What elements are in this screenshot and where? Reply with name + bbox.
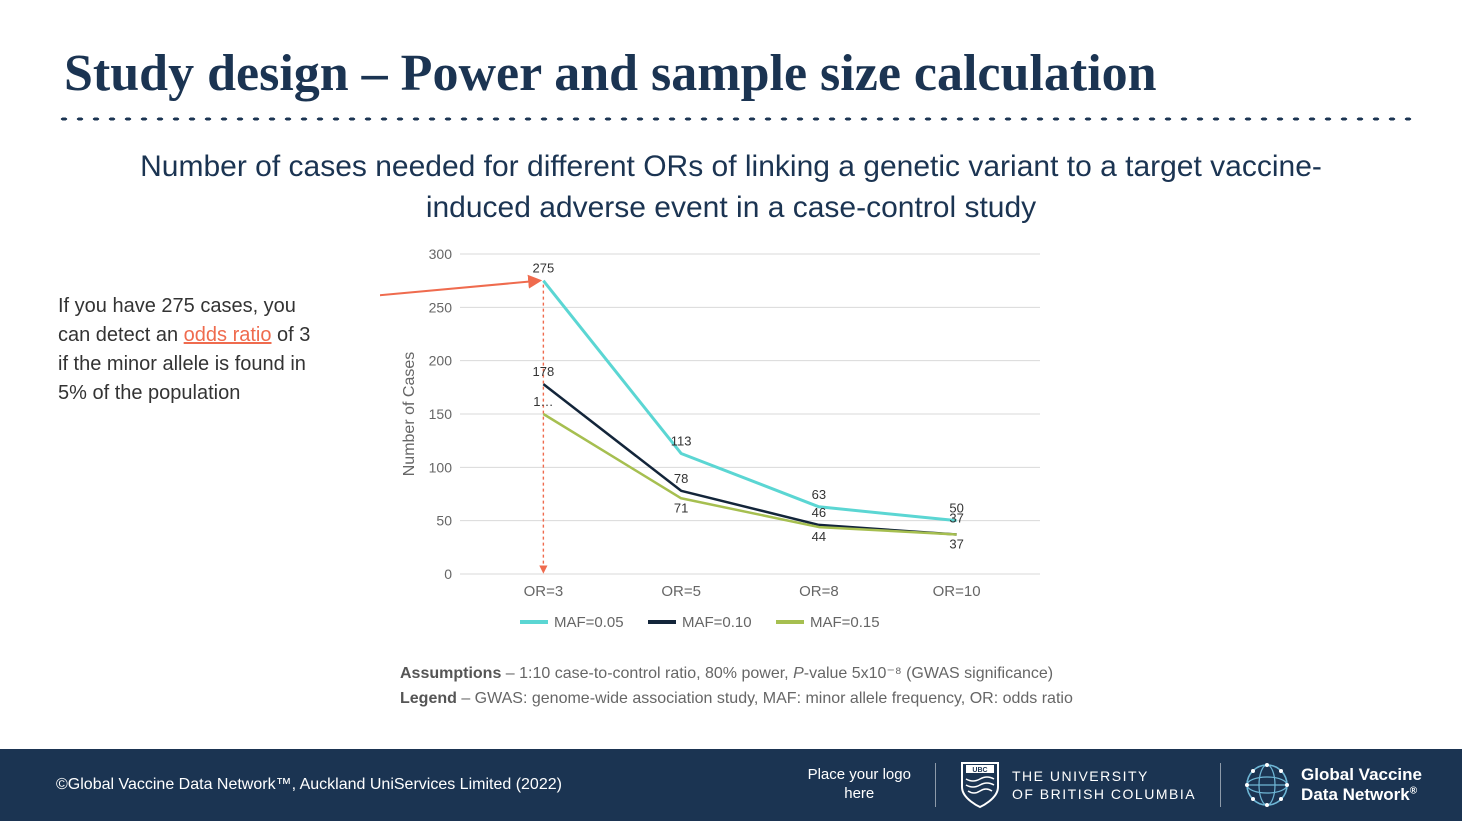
ubc-shield-icon: UBC [960,761,1000,809]
svg-text:200: 200 [429,353,453,369]
caption-legend-label: Legend [400,690,457,707]
svg-text:37: 37 [949,537,963,552]
footer-gvdn-tm: ® [1410,785,1417,796]
footer-placeholder-line1: Place your logo [808,766,911,785]
svg-text:Number of Cases: Number of Cases [401,352,418,477]
svg-text:100: 100 [429,459,453,475]
caption-assumptions-text-a: – 1:10 case-to-control ratio, 80% power, [501,665,793,682]
footer-ubc-line2: OF BRITISH COLUMBIA [1012,785,1196,803]
callout-link-odds-ratio[interactable]: odds ratio [184,324,272,346]
footer-gvdn-logo: Global Vaccine Data Network® [1221,763,1462,807]
svg-text:1…: 1… [533,394,553,409]
svg-text:0: 0 [444,566,452,582]
svg-text:275: 275 [533,261,555,276]
caption-legend-text: – GWAS: genome-wide association study, M… [457,690,1073,707]
divider-dotted [56,115,1418,123]
footer-ubc-logo: UBC THE UNIVERSITY OF BRITISH COLUMBIA [936,761,1220,809]
svg-text:MAF=0.10: MAF=0.10 [682,614,752,631]
svg-text:78: 78 [674,471,688,486]
svg-text:MAF=0.05: MAF=0.05 [554,614,624,631]
svg-text:37: 37 [949,511,963,526]
svg-text:113: 113 [671,433,692,448]
caption-assumptions-ital: P [793,665,804,682]
svg-text:178: 178 [533,364,555,379]
line-chart: 0 50 100 150 200 250 300 Number of Cases OR=3 OR=… [380,234,1080,634]
svg-text:OR=10: OR=10 [933,583,981,600]
svg-text:250: 250 [429,299,453,315]
svg-text:300: 300 [429,246,453,262]
svg-text:OR=8: OR=8 [799,583,839,600]
chart-caption: Assumptions – 1:10 case-to-control ratio… [400,662,1080,712]
svg-text:46: 46 [812,505,826,520]
caption-assumptions-text-b: -value 5x10⁻⁸ (GWAS significance) [804,665,1053,682]
svg-text:44: 44 [812,529,826,544]
footer-placeholder-line2: here [808,785,911,804]
svg-text:71: 71 [674,500,688,515]
footer-ubc-line1: THE UNIVERSITY [1012,767,1196,785]
chart-title: Number of cases needed for different ORs… [120,147,1342,228]
svg-text:UBC: UBC [972,767,987,774]
svg-text:MAF=0.15: MAF=0.15 [810,614,880,631]
svg-text:50: 50 [436,513,452,529]
caption-assumptions-label: Assumptions [400,665,501,682]
footer-logo-placeholder: Place your logo here [784,766,935,804]
page-title: Study design – Power and sample size cal… [0,0,1462,115]
svg-text:63: 63 [812,487,826,502]
svg-text:OR=5: OR=5 [661,583,701,600]
svg-text:OR=3: OR=3 [524,583,564,600]
footer-gvdn-line1: Global Vaccine [1301,765,1422,785]
footer-bar: ©Global Vaccine Data Network™, Auckland … [0,749,1462,821]
globe-network-icon [1245,763,1289,807]
svg-text:150: 150 [429,406,453,422]
callout-annotation: If you have 275 cases, you can detect an… [58,292,318,408]
footer-copyright: ©Global Vaccine Data Network™, Auckland … [0,776,784,794]
chart-container: 0 50 100 150 200 250 300 Number of Cases OR=3 OR=… [380,234,1080,662]
footer-gvdn-line2: Data Network [1301,785,1410,804]
